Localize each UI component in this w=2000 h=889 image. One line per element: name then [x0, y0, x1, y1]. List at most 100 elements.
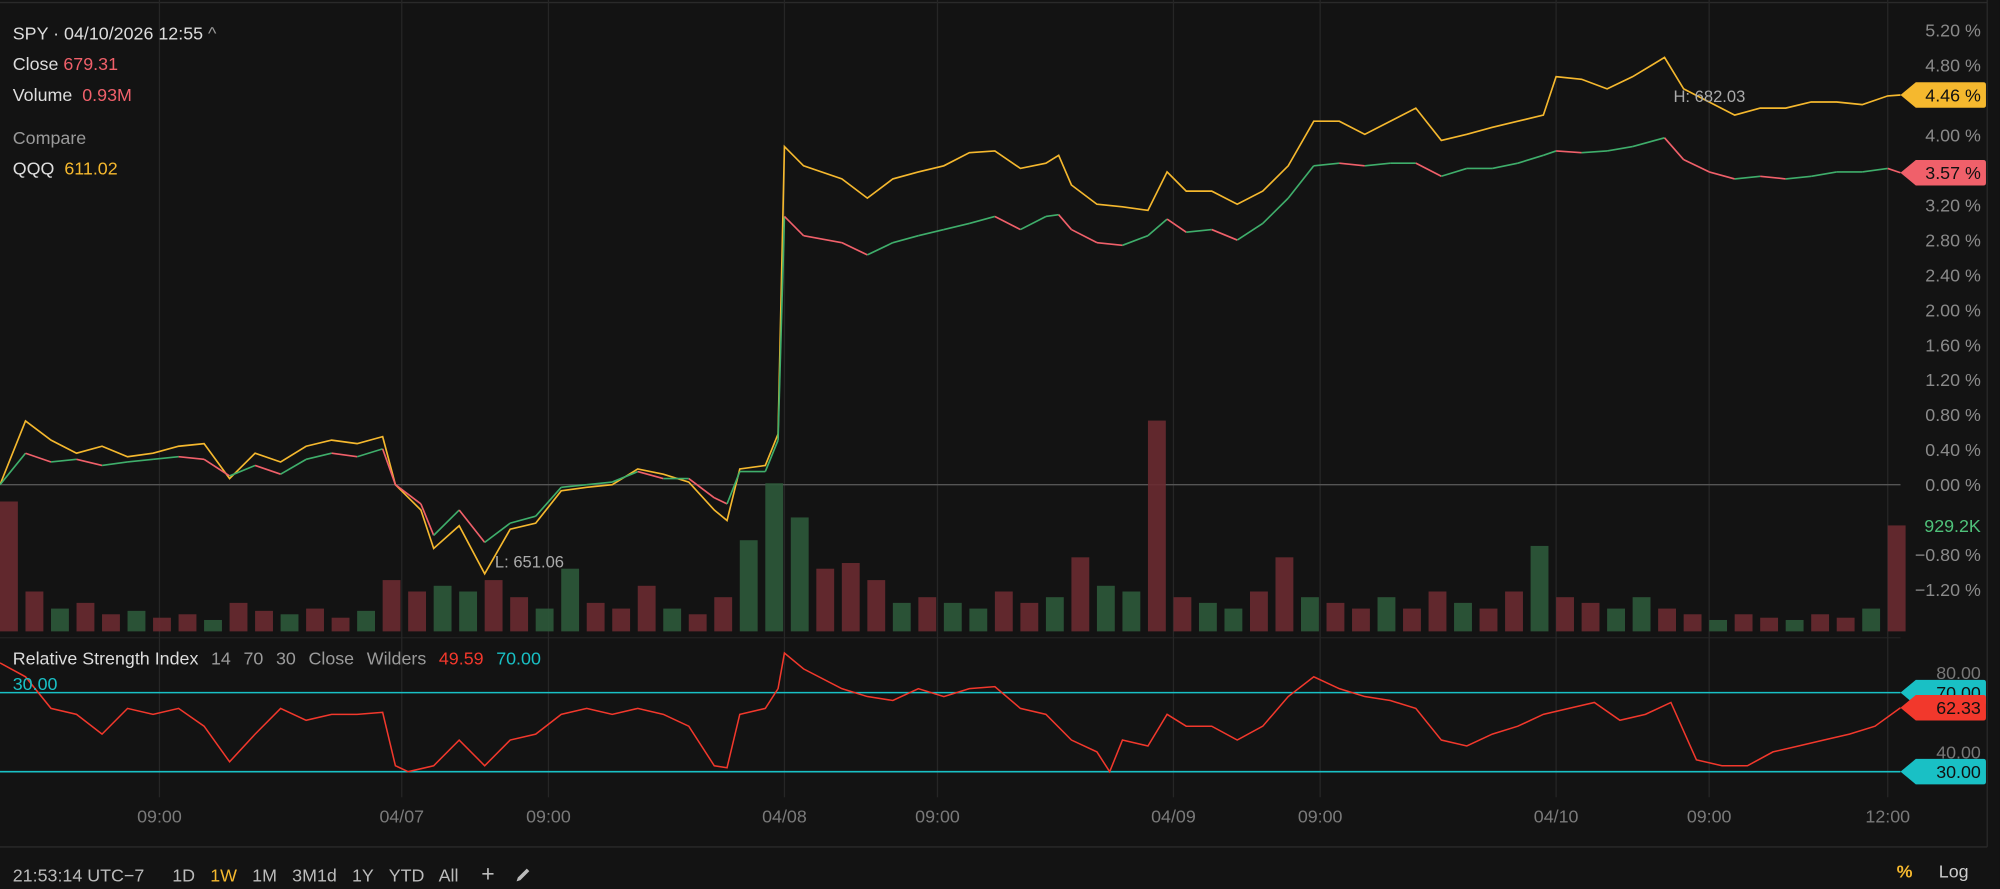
spy-line-segment — [433, 509, 460, 536]
volume-bar — [663, 608, 682, 632]
volume-bar — [1683, 614, 1702, 632]
volume-bar — [1147, 420, 1166, 632]
rsi-period: 14 — [210, 647, 231, 669]
spy-line-segment — [1186, 228, 1212, 234]
rsi-legend[interactable]: Relative Strength Index 14 70 30 Close W… — [13, 648, 549, 694]
range-all[interactable]: All — [438, 864, 459, 886]
y-tick-label: 1.20 % — [1925, 370, 1981, 390]
spy-line-segment — [611, 470, 639, 483]
spy-line-segment — [1517, 154, 1544, 164]
spy-line-segment — [713, 497, 728, 505]
x-tick-label: 04/08 — [762, 807, 807, 827]
x-tick-label: 09:00 — [1687, 807, 1732, 827]
y-tick-label: 5.20 % — [1925, 21, 1981, 41]
rsi-upper-value: 70.00 — [496, 647, 541, 669]
spy-line-segment — [1287, 165, 1315, 199]
rsi-lower: 30 — [275, 647, 296, 669]
spy-line-segment — [1058, 214, 1073, 231]
log-scale-toggle[interactable]: Log — [1938, 860, 1969, 882]
volume-bar — [561, 568, 580, 632]
y-tick-label: −0.80 % — [1915, 545, 1981, 565]
rsi-upper: 70 — [243, 647, 264, 669]
volume-bar — [204, 619, 222, 632]
volume-bar — [1377, 597, 1396, 632]
volume-bar — [255, 610, 273, 632]
volume-bar — [1862, 608, 1881, 632]
range-ytd[interactable]: YTD — [388, 864, 425, 886]
rsi-lower-tag-text: 30.00 — [1936, 762, 1981, 782]
spy-line-segment — [50, 458, 77, 463]
volume-bar — [76, 602, 95, 632]
volume-bar — [790, 517, 809, 632]
add-icon[interactable]: + — [481, 860, 495, 887]
volume-bar — [1811, 614, 1830, 632]
volume-bar — [510, 597, 529, 632]
volume-bar — [1045, 597, 1064, 632]
compare-symbol[interactable]: QQQ — [12, 158, 55, 179]
range-1y[interactable]: 1Y — [351, 864, 374, 886]
spy-line-segment — [1166, 218, 1187, 233]
volume-bar — [943, 602, 962, 632]
spy-line-segment — [637, 470, 664, 480]
volume-bar — [1479, 608, 1498, 632]
spy-line-segment — [1887, 167, 1901, 174]
volume-bar — [1020, 602, 1039, 632]
volume-bar — [1505, 591, 1523, 632]
spy-line-segment — [394, 484, 422, 505]
volume-bar — [1249, 591, 1268, 632]
volume-bar — [127, 610, 146, 632]
collapse-caret-icon[interactable]: ^ — [208, 22, 217, 44]
volume-bar — [153, 617, 171, 632]
rsi-tick-label: 40.00 — [1936, 742, 1981, 762]
volume-bar — [1607, 608, 1625, 632]
volume-bar — [816, 568, 835, 632]
rsi-last-tag-text: 62.33 — [1936, 698, 1981, 718]
volume-bar — [1198, 602, 1217, 632]
volume-bar — [892, 602, 911, 632]
volume-bar — [1887, 525, 1906, 632]
volume-bar — [1709, 619, 1728, 632]
low-annotation: L: 651.06 — [495, 553, 564, 572]
compare-label: Compare — [12, 127, 87, 148]
range-1m[interactable]: 1M — [252, 864, 277, 886]
spy-line-segment — [0, 452, 27, 486]
price-legend: SPY · 04/10/2026 12:55 ^ Close 679.31 Vo… — [13, 18, 217, 184]
spy-line-segment — [331, 452, 358, 458]
spy-line-segment — [918, 228, 945, 237]
spy-last-tag-shape — [1900, 160, 1986, 186]
qqq-last-tag: 4.46 % — [1900, 82, 1986, 108]
volume-bar — [357, 610, 375, 632]
spy-line-segment — [561, 483, 587, 489]
x-tick-label: 04/10 — [1534, 807, 1579, 827]
rsi-title: Relative Strength Index — [12, 647, 199, 669]
spy-line-segment — [688, 477, 715, 499]
spy-line-segment — [1339, 162, 1365, 167]
volume-bar — [1326, 602, 1345, 632]
volume-bar — [51, 608, 69, 632]
spy-line-segment — [178, 455, 205, 461]
qqq-last-tag-shape — [1900, 82, 1986, 108]
rsi-lower-tag: 30.00 — [1900, 758, 1986, 785]
pencil-icon[interactable] — [515, 865, 532, 885]
spy-line-segment — [305, 452, 332, 461]
spy-line-segment — [1071, 228, 1098, 244]
percent-scale-toggle[interactable]: % — [1896, 860, 1913, 882]
spy-line-segment — [1734, 175, 1761, 180]
range-1w[interactable]: 1W — [210, 864, 238, 886]
spy-line-segment — [969, 215, 996, 225]
volume-bar — [1658, 608, 1677, 632]
x-tick-label: 09:00 — [915, 807, 960, 827]
rsi-tick-label: 80.00 — [1936, 663, 1981, 683]
volume-bar — [714, 597, 733, 632]
spy-line-segment — [866, 241, 894, 256]
spy-line-segment — [1441, 167, 1468, 178]
rsi-lower-value: 30.00 — [12, 673, 58, 694]
volume-bar — [382, 580, 401, 632]
rsi-source: Close — [308, 647, 355, 669]
range-3m1d[interactable]: 3M1d — [292, 864, 337, 886]
spy-line-segment — [1683, 158, 1710, 173]
symbol-header[interactable]: SPY · 04/10/2026 12:55 ^ — [13, 18, 217, 49]
spy-line-segment — [1785, 175, 1812, 180]
range-1d[interactable]: 1D — [172, 864, 196, 886]
